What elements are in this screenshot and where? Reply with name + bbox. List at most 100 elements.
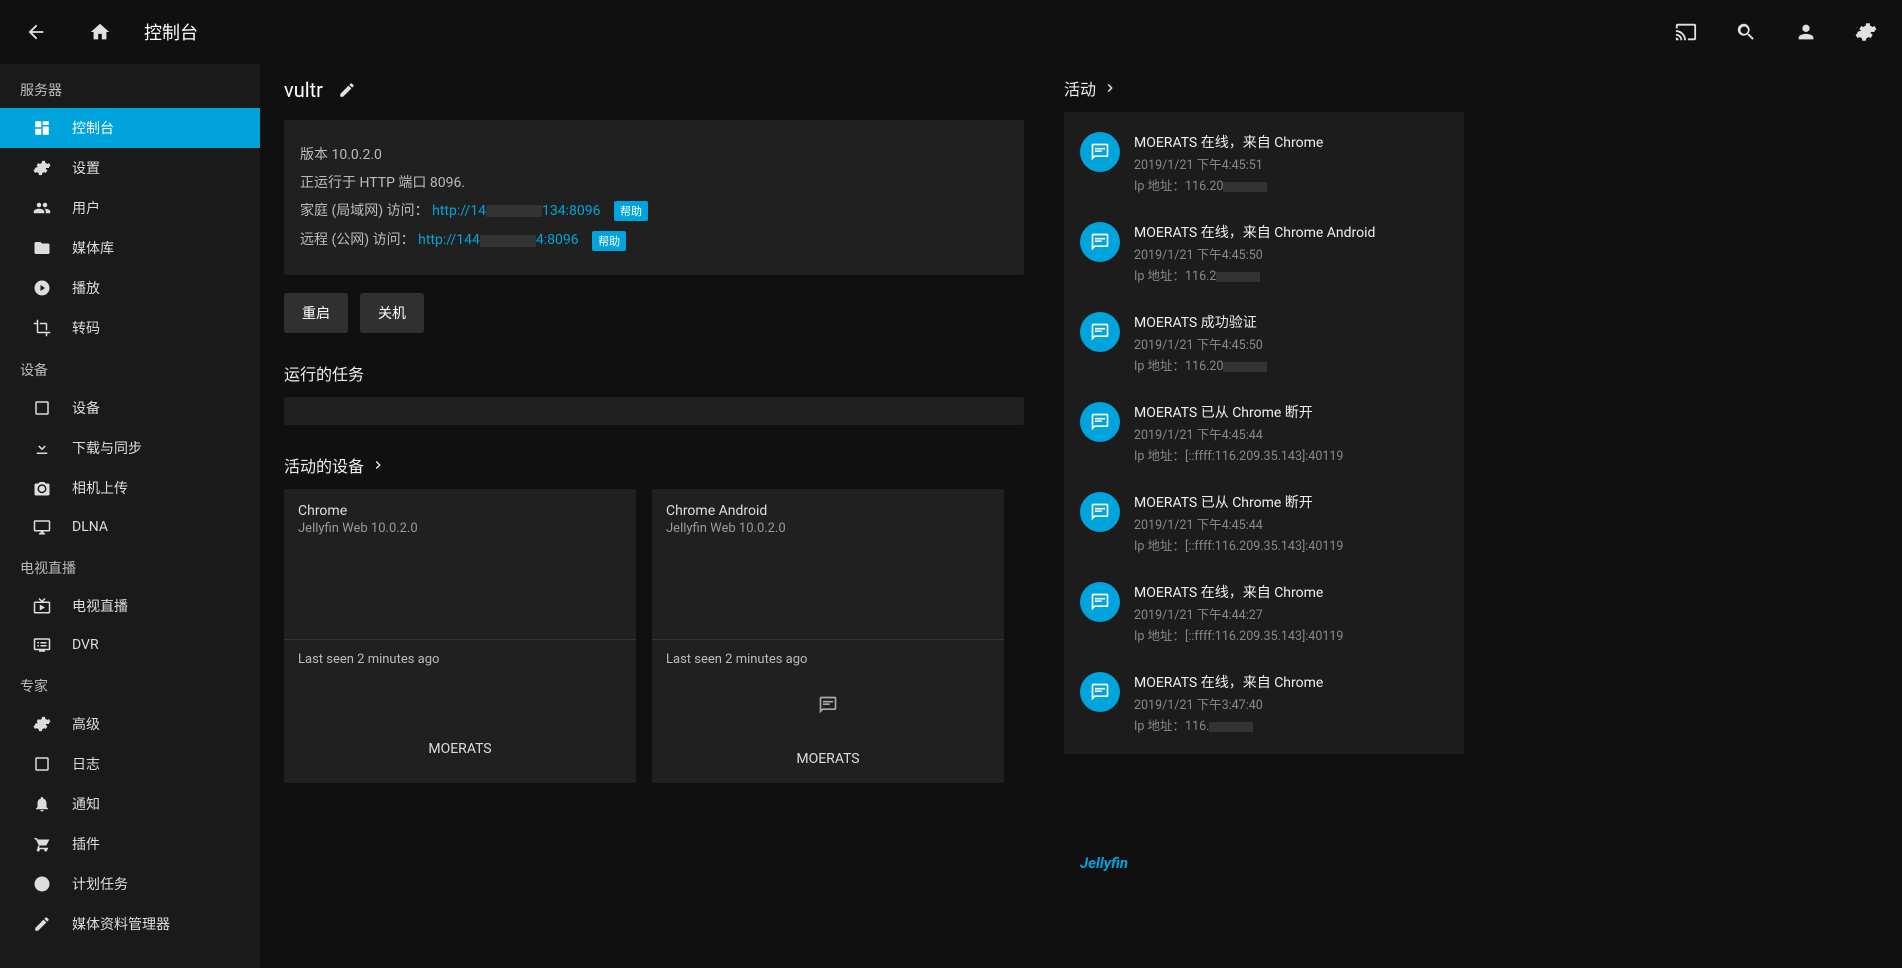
device-card[interactable]: ChromeJellyfin Web 10.0.2.0Last seen 2 m… [284,489,636,783]
activity-time: 2019/1/21 下午4:45:44 [1134,514,1448,533]
activity-title-text: MOERATS 在线，来自 Chrome [1134,132,1448,152]
activity-ip: Ip 地址：116. [1134,715,1448,734]
sidebar-item-edit[interactable]: 媒体资料管理器 [0,904,260,944]
cast-icon[interactable] [1666,12,1706,52]
message-icon [1080,672,1120,712]
monitor-icon [32,518,52,536]
sidebar-item-label: 媒体库 [72,238,114,258]
cart-icon [32,835,52,853]
sidebar-item-label: 用户 [72,198,100,218]
running-on-text: 正运行于 HTTP 端口 8096. [300,172,1008,192]
activity-ip: Ip 地址：[::ffff:116.209.35.143]:40119 [1134,535,1448,554]
activity-time: 2019/1/21 下午4:44:27 [1134,604,1448,623]
gear-icon [32,159,52,177]
gear-icon [32,715,52,733]
device-version: Jellyfin Web 10.0.2.0 [298,521,622,536]
search-icon[interactable] [1726,12,1766,52]
help-badge[interactable]: 帮助 [592,231,626,251]
activity-item: MOERATS 在线，来自 Chrome Android 2019/1/21 下午… [1064,208,1464,298]
chevron-right-icon [370,457,386,473]
sidebar-item-schedule[interactable]: 计划任务 [0,864,260,904]
edit-server-name-button[interactable] [333,76,361,104]
sidebar-item-label: 媒体资料管理器 [72,914,170,934]
device-user: MOERATS [284,725,636,773]
sidebar-item-gear[interactable]: 设置 [0,148,260,188]
activity-ip: Ip 地址：[::ffff:116.209.35.143]:40119 [1134,625,1448,644]
activity-title-text: MOERATS 在线，来自 Chrome [1134,672,1448,692]
sidebar-item-dashboard[interactable]: 控制台 [0,108,260,148]
download-icon [32,439,52,457]
sidebar-item-label: 相机上传 [72,478,128,498]
sidebar-item-monitor[interactable]: DLNA [0,508,260,546]
message-icon [1080,582,1120,622]
sidebar-group-header: 专家 [0,664,260,704]
wan-access-row: 远程 (公网) 访问： http://1444:8096 帮助 [300,229,1008,250]
message-icon [1080,312,1120,352]
sidebar-item-label: 下载与同步 [72,438,142,458]
lan-access-link[interactable]: http://14134:8096 [432,203,604,219]
live-tv-icon [32,597,52,615]
activity-item: MOERATS 在线，来自 Chrome 2019/1/21 下午4:45:51 I… [1064,118,1464,208]
activity-title[interactable]: 活动 [1064,76,1464,100]
home-button[interactable] [80,12,120,52]
sidebar-item-label: DVR [72,637,99,653]
device-card[interactable]: Chrome AndroidJellyfin Web 10.0.2.0Last … [652,489,1004,783]
activity-time: 2019/1/21 下午3:47:40 [1134,694,1448,713]
device-version: Jellyfin Web 10.0.2.0 [666,521,990,536]
sidebar: 服务器控制台设置用户媒体库播放转码设备设备下载与同步相机上传DLNA电视直播电视… [0,64,260,968]
sidebar-item-live-tv[interactable]: 电视直播 [0,586,260,626]
lan-access-row: 家庭 (局域网) 访问： http://14134:8096 帮助 [300,200,1008,221]
sidebar-item-tablet[interactable]: 日志 [0,744,260,784]
sidebar-item-camera[interactable]: 相机上传 [0,468,260,508]
back-button[interactable] [16,12,56,52]
activity-time: 2019/1/21 下午4:45:51 [1134,154,1448,173]
brand-label: Jellyfin [1064,854,1464,872]
activity-item: MOERATS 已从 Chrome 断开2019/1/21 下午4:45:44I… [1064,478,1464,568]
activity-title-text: MOERATS 成功验证 [1134,312,1448,332]
sidebar-group-header: 电视直播 [0,546,260,586]
activity-time: 2019/1/21 下午4:45:50 [1134,244,1448,263]
activity-item: MOERATS 在线，来自 Chrome 2019/1/21 下午3:47:40 I… [1064,658,1464,748]
activity-ip: Ip 地址：116.20 [1134,355,1448,374]
activity-item: MOERATS 已从 Chrome 断开2019/1/21 下午4:45:44I… [1064,388,1464,478]
user-icon[interactable] [1786,12,1826,52]
activity-item: MOERATS 在线，来自 Chrome 2019/1/21 下午4:44:27 I… [1064,568,1464,658]
message-icon [1080,222,1120,262]
sidebar-item-gear[interactable]: 高级 [0,704,260,744]
tablet-icon [32,755,52,773]
people-icon [32,199,52,217]
sidebar-item-folder[interactable]: 媒体库 [0,228,260,268]
device-lastseen: Last seen 2 minutes ago [652,639,1004,679]
sidebar-item-download[interactable]: 下载与同步 [0,428,260,468]
message-icon [1080,132,1120,172]
settings-icon[interactable] [1846,12,1886,52]
active-devices-title[interactable]: 活动的设备 [284,453,1024,477]
sidebar-item-crop[interactable]: 转码 [0,308,260,348]
sidebar-item-label: 高级 [72,714,100,734]
activity-title-text: MOERATS 在线，来自 Chrome Android [1134,222,1448,242]
running-tasks-title: 运行的任务 [284,361,1024,385]
wan-access-link[interactable]: http://1444:8096 [418,232,582,248]
sidebar-item-label: 电视直播 [72,596,128,616]
restart-button[interactable]: 重启 [284,293,348,333]
sidebar-item-label: 设备 [72,398,100,418]
sidebar-item-label: 播放 [72,278,100,298]
dashboard-icon [32,119,52,137]
activity-title-text: MOERATS 在线，来自 Chrome [1134,582,1448,602]
version-text: 版本 10.0.2.0 [300,144,1008,164]
activity-ip: Ip 地址：[::ffff:116.209.35.143]:40119 [1134,445,1448,464]
sidebar-item-tablet[interactable]: 设备 [0,388,260,428]
sidebar-item-dvr[interactable]: DVR [0,626,260,664]
sidebar-item-cart[interactable]: 插件 [0,824,260,864]
help-badge[interactable]: 帮助 [614,201,648,221]
sidebar-item-bell[interactable]: 通知 [0,784,260,824]
folder-icon [32,239,52,257]
app-header: 控制台 [0,0,1902,64]
sidebar-item-play-circle[interactable]: 播放 [0,268,260,308]
sidebar-item-people[interactable]: 用户 [0,188,260,228]
activity-ip: Ip 地址：116.20 [1134,175,1448,194]
shutdown-button[interactable]: 关机 [360,293,424,333]
crop-icon [32,319,52,337]
activity-list: MOERATS 在线，来自 Chrome 2019/1/21 下午4:45:51 I… [1064,112,1464,754]
message-icon[interactable] [818,695,838,715]
